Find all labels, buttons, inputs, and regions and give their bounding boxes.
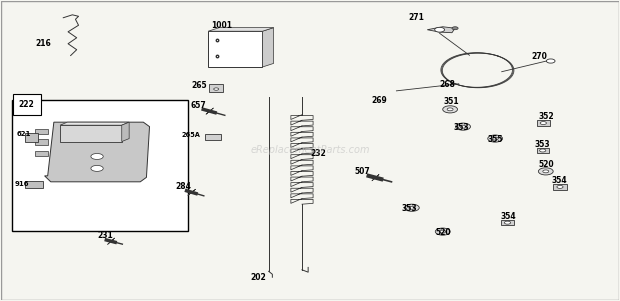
Bar bbox=[25, 181, 43, 188]
Text: 216: 216 bbox=[35, 39, 51, 48]
Circle shape bbox=[546, 59, 555, 63]
Circle shape bbox=[538, 168, 553, 175]
Circle shape bbox=[488, 135, 503, 142]
Bar bbox=[205, 134, 221, 140]
Text: 354: 354 bbox=[552, 176, 567, 185]
Text: 271: 271 bbox=[409, 13, 425, 22]
Text: 351: 351 bbox=[444, 97, 459, 106]
Text: eReplacementParts.com: eReplacementParts.com bbox=[250, 145, 370, 156]
Bar bbox=[208, 31, 262, 67]
Text: 1001: 1001 bbox=[211, 21, 232, 29]
Bar bbox=[536, 148, 549, 153]
Text: 269: 269 bbox=[372, 96, 388, 105]
Polygon shape bbox=[122, 122, 129, 141]
Bar bbox=[60, 125, 122, 141]
Text: 270: 270 bbox=[531, 52, 547, 61]
Text: 265A: 265A bbox=[182, 132, 200, 138]
Text: 355: 355 bbox=[488, 135, 503, 144]
Text: 265: 265 bbox=[192, 81, 207, 90]
Circle shape bbox=[452, 27, 458, 30]
Polygon shape bbox=[262, 28, 273, 67]
Circle shape bbox=[557, 185, 563, 188]
Circle shape bbox=[543, 170, 549, 173]
Text: 268: 268 bbox=[440, 80, 456, 89]
Bar bbox=[35, 139, 48, 144]
Text: 520: 520 bbox=[435, 228, 451, 237]
Text: 352: 352 bbox=[538, 112, 554, 121]
Text: 231: 231 bbox=[97, 231, 113, 240]
Text: 284: 284 bbox=[175, 182, 192, 191]
Text: 353: 353 bbox=[453, 123, 469, 132]
Text: 657: 657 bbox=[190, 101, 206, 110]
Polygon shape bbox=[60, 122, 129, 125]
Circle shape bbox=[440, 230, 446, 233]
Circle shape bbox=[460, 125, 466, 128]
Text: 353: 353 bbox=[401, 204, 417, 213]
Circle shape bbox=[404, 204, 419, 211]
Bar bbox=[536, 120, 550, 126]
Bar bbox=[501, 220, 515, 225]
Text: 202: 202 bbox=[250, 273, 266, 282]
Circle shape bbox=[435, 228, 450, 235]
Bar bbox=[35, 129, 48, 134]
Circle shape bbox=[456, 123, 471, 130]
Text: 354: 354 bbox=[500, 212, 516, 221]
Bar bbox=[553, 184, 567, 190]
Text: 222: 222 bbox=[19, 100, 35, 109]
Text: 621: 621 bbox=[16, 131, 30, 137]
Circle shape bbox=[214, 88, 219, 90]
Text: 353: 353 bbox=[534, 140, 551, 149]
Bar bbox=[35, 151, 48, 157]
Circle shape bbox=[505, 221, 511, 224]
Circle shape bbox=[443, 106, 458, 113]
Polygon shape bbox=[208, 28, 273, 31]
Circle shape bbox=[447, 108, 453, 111]
Circle shape bbox=[539, 149, 546, 152]
Polygon shape bbox=[45, 122, 149, 182]
Circle shape bbox=[492, 137, 498, 140]
Bar bbox=[210, 84, 223, 92]
Circle shape bbox=[435, 27, 445, 32]
Bar bbox=[12, 100, 188, 231]
Circle shape bbox=[409, 206, 415, 209]
Text: 232: 232 bbox=[310, 150, 326, 158]
Circle shape bbox=[91, 154, 104, 160]
Circle shape bbox=[91, 166, 104, 171]
Polygon shape bbox=[427, 27, 455, 33]
Bar bbox=[25, 133, 38, 141]
Text: 520: 520 bbox=[538, 160, 554, 169]
Circle shape bbox=[540, 122, 546, 125]
Text: 916: 916 bbox=[15, 181, 30, 187]
Text: 507: 507 bbox=[355, 167, 370, 176]
